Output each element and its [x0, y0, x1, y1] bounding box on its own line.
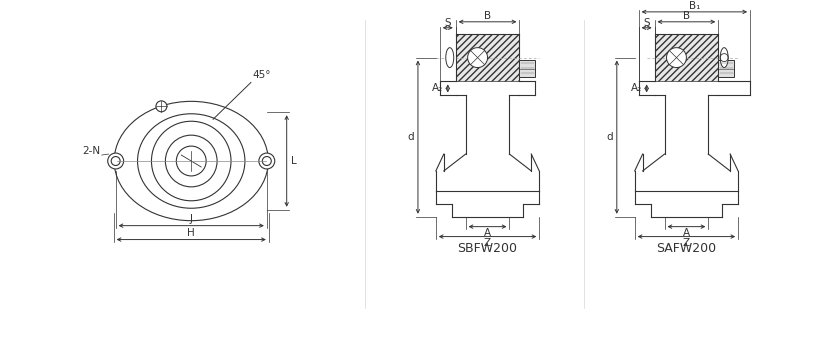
Text: A₂: A₂ — [631, 83, 642, 93]
Bar — [718, 59, 734, 77]
Ellipse shape — [721, 48, 728, 68]
Bar — [455, 34, 519, 81]
Text: d: d — [606, 132, 613, 142]
Text: L: L — [290, 156, 296, 166]
Text: J: J — [190, 214, 193, 224]
Circle shape — [108, 153, 124, 169]
Circle shape — [667, 48, 686, 68]
Circle shape — [156, 101, 167, 112]
Text: S: S — [445, 18, 451, 28]
Text: A: A — [683, 227, 690, 238]
Text: Z: Z — [484, 238, 491, 247]
Text: d: d — [408, 132, 415, 142]
Ellipse shape — [446, 48, 454, 68]
Circle shape — [259, 153, 275, 169]
Text: S: S — [643, 18, 650, 28]
Text: 2-N: 2-N — [82, 146, 101, 156]
Text: H: H — [188, 227, 195, 238]
Text: SAFW200: SAFW200 — [656, 242, 716, 255]
Text: B: B — [484, 11, 491, 21]
Text: A₂: A₂ — [432, 83, 443, 93]
Bar — [654, 34, 718, 81]
Circle shape — [468, 48, 487, 68]
Text: 45°: 45° — [253, 70, 272, 80]
Text: SBFW200: SBFW200 — [458, 242, 517, 255]
Bar — [519, 59, 535, 77]
Text: Z: Z — [683, 238, 690, 247]
Text: A: A — [484, 227, 491, 238]
Text: B₁: B₁ — [689, 1, 700, 11]
Text: B: B — [683, 11, 690, 21]
